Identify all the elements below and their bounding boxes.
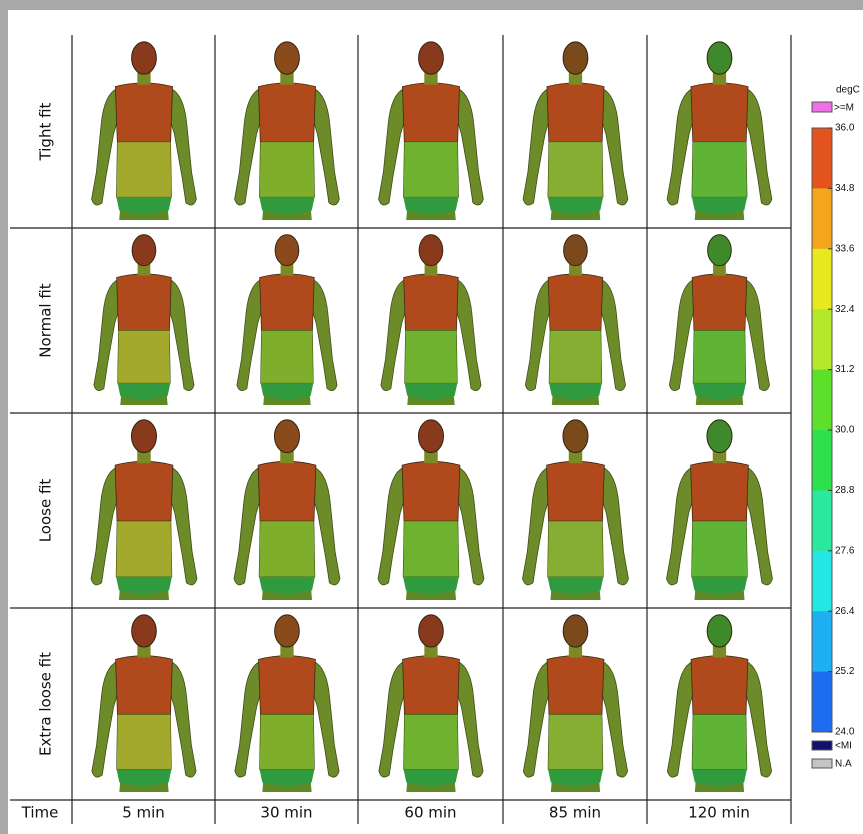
colorbar-band: [812, 490, 832, 551]
colorbar-tick-label: 25.2: [835, 666, 855, 677]
colorbar-tick-label: 24.0: [835, 727, 855, 738]
colorbar-tick-label: 36.0: [835, 123, 855, 134]
figure: Tight fit Normal fit Loose fit Extra loose …: [0, 0, 863, 834]
under-swatch: [812, 741, 832, 750]
row-label: Normal fit: [37, 283, 55, 357]
column-label: 85 min: [549, 804, 601, 822]
page: Tight fit Normal fit Loose fit Extra loose …: [0, 0, 863, 834]
colorbar-band: [812, 551, 832, 612]
over-swatch: [812, 102, 832, 112]
colorbar-tick-label: 34.8: [835, 183, 855, 194]
na-swatch: [812, 759, 832, 768]
row-label: Loose fit: [37, 479, 55, 543]
colorbar-unit: degC: [836, 85, 860, 96]
time-label: Time: [21, 804, 59, 822]
colorbar-band: [812, 249, 832, 310]
colorbar-band: [812, 611, 832, 672]
colorbar-band: [812, 309, 832, 370]
colorbar-band: [812, 128, 832, 189]
row-label: Tight fit: [37, 102, 55, 161]
colorbar-band: [812, 430, 832, 491]
colorbar-band: [812, 370, 832, 431]
colorbar-tick-label: 31.2: [835, 364, 855, 375]
colorbar-tick-label: 30.0: [835, 425, 855, 436]
over-label: >=M: [834, 103, 854, 114]
column-label: 120 min: [688, 804, 750, 822]
row-label: Extra loose fit: [37, 652, 55, 756]
under-label: <MI: [835, 741, 852, 752]
colorbar-band: [812, 672, 832, 733]
colorbar-tick-label: 26.4: [835, 606, 855, 617]
colorbar-tick-label: 32.4: [835, 304, 855, 315]
na-label: N.A: [835, 759, 852, 770]
column-label: 30 min: [260, 804, 312, 822]
colorbar-tick-label: 27.6: [835, 545, 855, 556]
colorbar-tick-label: 28.8: [835, 485, 855, 496]
column-label: 5 min: [122, 804, 165, 822]
column-label: 60 min: [404, 804, 456, 822]
colorbar-band: [812, 188, 832, 249]
colorbar: degC >=M 36.0 34.8 33.6 32.4 31.2 30.0 28.8 27.6 2…: [812, 85, 860, 770]
colorbar-tick-label: 33.6: [835, 243, 855, 254]
